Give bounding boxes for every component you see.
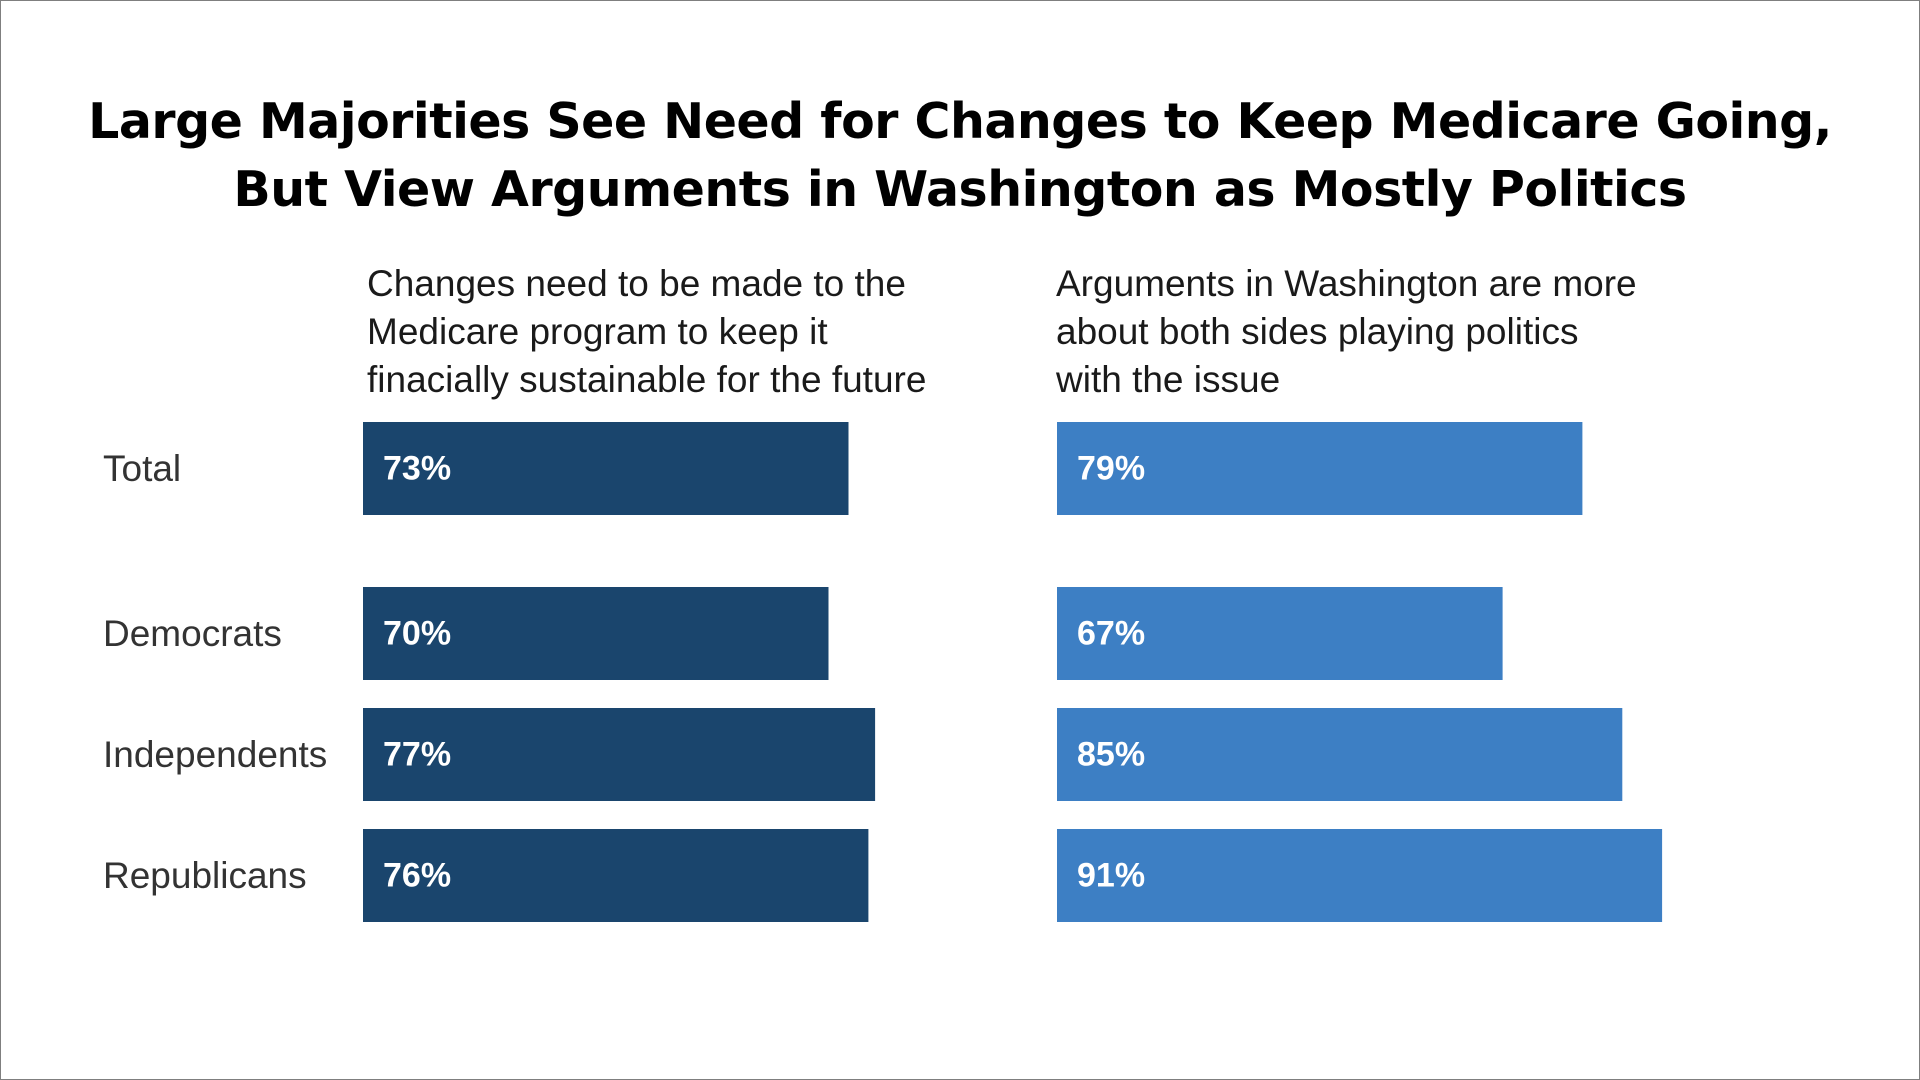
data-label-politics-independents: 85%	[1077, 736, 1145, 774]
data-label-politics-democrats: 67%	[1077, 615, 1145, 653]
bar-changes-total	[363, 422, 849, 515]
data-label-changes-republicans: 76%	[383, 857, 451, 895]
category-label-republicans: Republicans	[103, 855, 307, 896]
category-label-total: Total	[103, 448, 181, 489]
bar-changes-republicans	[363, 829, 869, 922]
chart-title-line-2: But View Arguments in Washington as Most…	[233, 161, 1687, 218]
bar-politics-total	[1057, 422, 1583, 515]
bar-changes-democrats	[363, 587, 829, 680]
bar-changes-independents	[363, 708, 876, 801]
data-label-politics-total: 79%	[1077, 450, 1145, 488]
data-label-politics-republicans: 91%	[1077, 857, 1145, 895]
category-label-democrats: Democrats	[103, 613, 282, 654]
category-label-independents: Independents	[103, 734, 327, 775]
chart-title-line-1: Large Majorities See Need for Changes to…	[88, 93, 1832, 150]
bar-politics-democrats	[1057, 587, 1503, 680]
data-label-changes-total: 73%	[383, 450, 451, 488]
chart-title: Large Majorities See Need for Changes to…	[0, 88, 1920, 224]
bar-politics-independents	[1057, 708, 1623, 801]
panel-heading-changes: Changes need to be made to the Medicare …	[367, 263, 927, 400]
bar-politics-republicans	[1057, 829, 1663, 922]
data-label-changes-democrats: 70%	[383, 615, 451, 653]
data-label-changes-independents: 77%	[383, 736, 451, 774]
panel-heading-politics: Arguments in Washington are more about b…	[1056, 263, 1637, 400]
